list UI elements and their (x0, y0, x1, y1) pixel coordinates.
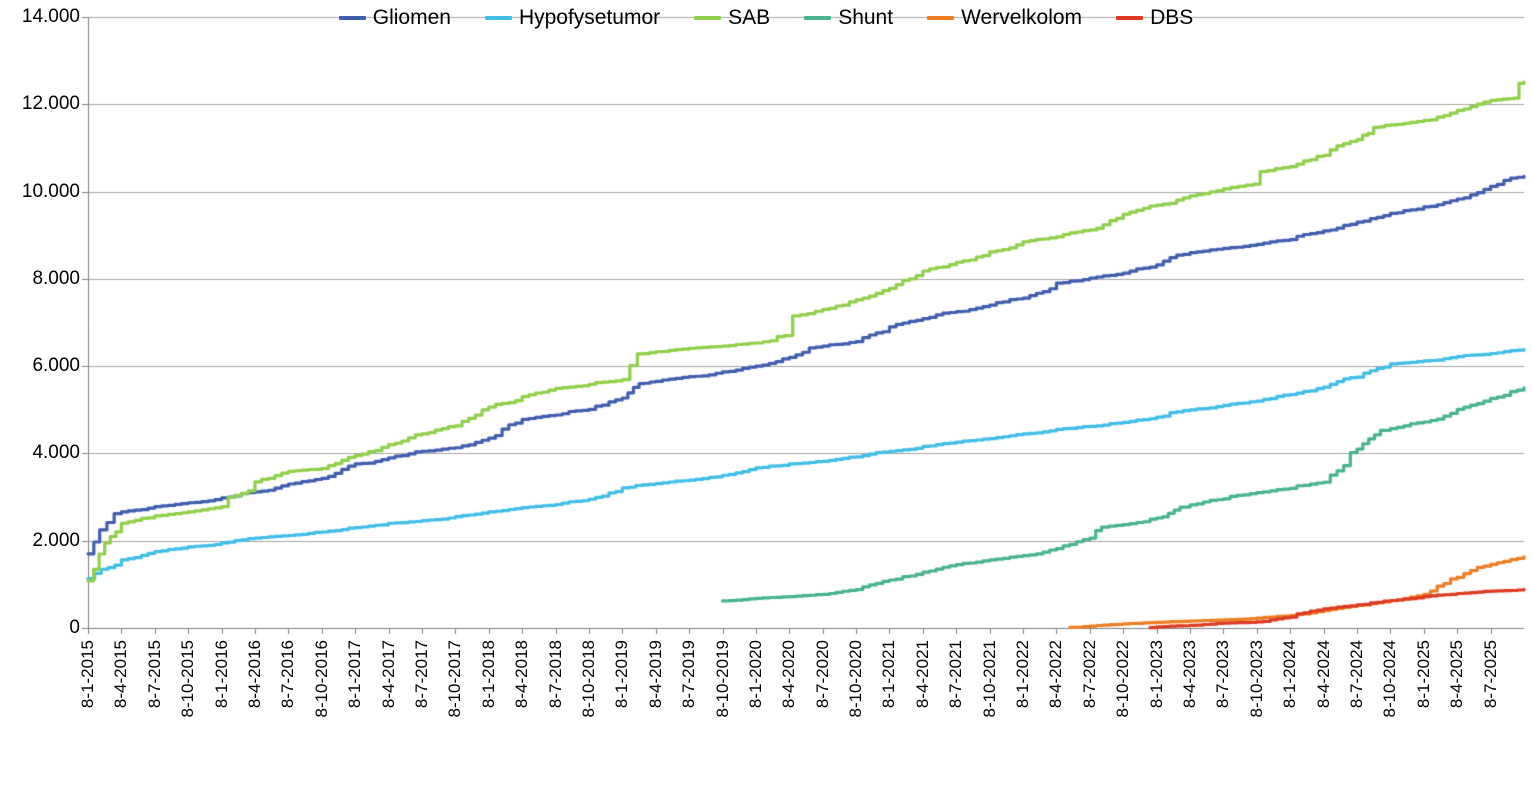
legend-label: Gliomen (372, 6, 451, 29)
x-tick-label: 8-7-2018 (545, 640, 565, 709)
x-tick-label: 8-4-2025 (1447, 640, 1467, 709)
x-tick-label: 8-4-2016 (244, 640, 264, 709)
x-tick-label: 8-7-2023 (1213, 640, 1233, 709)
legend-item-wervelkolom: Wervelkolom (927, 6, 1082, 30)
x-tick-label: 8-1-2022 (1013, 640, 1033, 709)
y-tick-label: 8.000 (32, 267, 80, 289)
x-tick-label: 8-4-2023 (1180, 640, 1200, 709)
x-tick-label: 8-1-2020 (745, 640, 765, 709)
legend-line-swatch (804, 16, 832, 20)
x-tick-label: 8-7-2021 (946, 640, 966, 709)
y-tick-label: 10.000 (21, 180, 80, 202)
x-tick-label: 8-10-2016 (311, 640, 331, 718)
legend-label: Shunt (838, 6, 894, 29)
x-tick-label: 8-10-2015 (178, 640, 198, 718)
legend-label: Hypofysetumor (518, 6, 661, 29)
x-tick-label: 8-4-2019 (645, 640, 665, 709)
x-tick-label: 8-10-2017 (445, 640, 465, 718)
x-tick-label: 8-7-2015 (144, 640, 164, 709)
legend-label: SAB (728, 6, 771, 29)
y-tick-label: 0 (69, 617, 80, 638)
x-tick-label: 8-1-2018 (478, 640, 498, 709)
x-tick-label: 8-7-2024 (1347, 640, 1367, 709)
x-tick-label: 8-7-2017 (411, 640, 431, 709)
x-tick-label: 8-4-2017 (378, 640, 398, 709)
y-tick-label: 4.000 (32, 442, 80, 464)
x-tick-label: 8-4-2022 (1046, 640, 1066, 709)
x-tick-label: 8-1-2017 (345, 640, 365, 709)
x-tick-label: 8-7-2022 (1079, 640, 1099, 709)
x-tick-label: 8-10-2022 (1113, 640, 1133, 718)
x-tick-label: 8-1-2024 (1280, 640, 1300, 709)
x-tick-label: 8-10-2018 (578, 640, 598, 718)
legend-line-swatch (694, 16, 722, 20)
x-tick-label: 8-10-2020 (846, 640, 866, 718)
legend-item-hypofysetumor: Hypofysetumor (484, 6, 661, 30)
x-tick-label: 8-1-2019 (612, 640, 632, 709)
legend-item-dbs: DBS (1116, 6, 1193, 30)
x-tick-label: 8-7-2016 (278, 640, 298, 709)
legend-line-swatch (927, 16, 955, 20)
legend-item-shunt: Shunt (804, 6, 893, 30)
x-tick-label: 8-7-2025 (1480, 640, 1500, 709)
x-tick-label: 8-10-2021 (979, 640, 999, 718)
legend: Gliomen Hypofysetumor SAB Shunt Wervelkolom D… (0, 0, 1532, 36)
legend-label: Wervelkolom (961, 6, 1083, 29)
x-tick-label: 8-4-2024 (1313, 640, 1333, 709)
legend-line-swatch (484, 16, 512, 20)
legend-item-sab: SAB (694, 6, 770, 30)
legend-line-swatch (1116, 16, 1144, 20)
x-tick-label: 8-1-2016 (211, 640, 231, 709)
y-tick-label: 14.000 (21, 6, 80, 27)
x-tick-label: 8-10-2019 (712, 640, 732, 718)
y-tick-label: 12.000 (21, 93, 80, 115)
x-tick-label: 8-1-2023 (1146, 640, 1166, 709)
y-tick-label: 2.000 (32, 529, 80, 551)
legend-label: DBS (1150, 6, 1194, 29)
y-tick-label: 6.000 (32, 355, 80, 377)
legend-line-swatch (338, 16, 366, 20)
x-tick-label: 8-4-2021 (912, 640, 932, 709)
x-tick-label: 8-1-2025 (1413, 640, 1433, 709)
x-tick-label: 8-4-2015 (111, 640, 131, 709)
x-tick-label: 8-7-2019 (679, 640, 699, 709)
x-tick-label: 8-10-2023 (1246, 640, 1266, 718)
x-tick-label: 8-4-2020 (779, 640, 799, 709)
x-tick-label: 8-10-2024 (1380, 640, 1400, 718)
x-tick-label: 8-1-2021 (879, 640, 899, 709)
legend-item-gliomen: Gliomen (338, 6, 451, 30)
x-tick-label: 8-4-2018 (512, 640, 532, 709)
x-tick-label: 8-1-2015 (78, 640, 97, 709)
x-tick-label: 8-7-2020 (812, 640, 832, 709)
